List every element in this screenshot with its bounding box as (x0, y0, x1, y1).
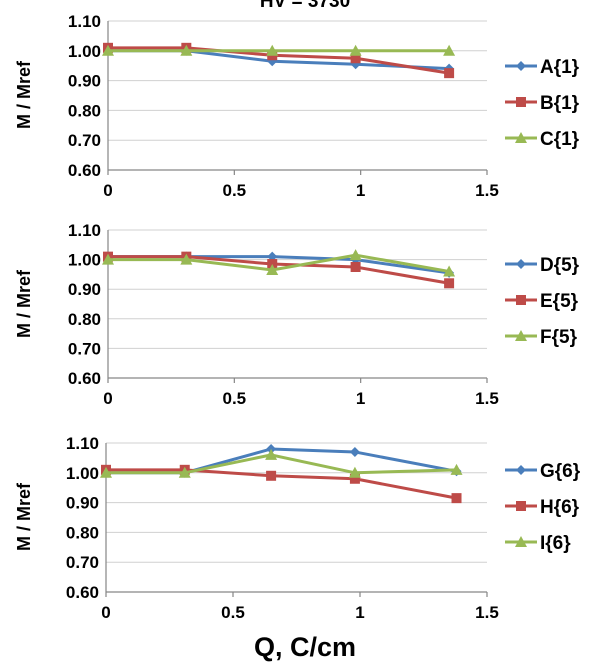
x-tick-label: 0.5 (221, 603, 245, 622)
legend-label: G{6} (540, 461, 581, 482)
legend-label: D{5} (540, 255, 580, 276)
y-tick-label: 0.70 (68, 131, 101, 150)
y-tick-label: 0.80 (68, 310, 101, 329)
x-tick-label: 0.5 (223, 389, 247, 408)
x-tick-label: 0 (101, 603, 110, 622)
y-tick-label: 1.00 (66, 464, 99, 483)
x-tick-label: 0.5 (223, 181, 247, 200)
data-point-H{6} (349, 473, 360, 484)
y-tick-label: 1.10 (68, 12, 101, 31)
data-point-I{6} (100, 466, 112, 478)
chart-panels: 0.60 0.70 0.80 0.90 1.00 1.10 0 0.5 1 1.5 M / Mref… (14, 12, 581, 622)
y-tick-label: 0.60 (66, 583, 99, 602)
data-point-F{5} (180, 253, 193, 265)
data-point-F{5} (266, 263, 279, 275)
y-tick-label: 1.10 (68, 221, 101, 240)
data-point-G{6} (349, 446, 360, 457)
y-axis-label: M / Mref (14, 269, 34, 338)
data-point-H{6} (451, 493, 462, 504)
chart-panel-1: 0.60 0.70 0.80 0.90 1.00 1.10 0 0.5 1 1.5 M / Mref… (14, 12, 580, 200)
y-tick-label: 0.90 (68, 72, 101, 91)
legend-label: E{5} (540, 291, 579, 312)
data-point-E{5} (350, 262, 361, 272)
data-point-B{1} (444, 68, 455, 79)
figure-title: HV = 3730 (260, 0, 350, 12)
data-point-F{5} (443, 265, 456, 277)
x-tick-label: 1.5 (475, 181, 499, 200)
x-tick-label: 1 (356, 389, 365, 408)
chart-panel-3: 0.60 0.70 0.80 0.90 1.00 1.10 0 0.5 1 1.5 M / Mref… (14, 434, 581, 622)
data-point-C{1} (102, 44, 114, 56)
legend-marker-A{1} (516, 61, 526, 71)
data-point-C{1} (266, 44, 279, 56)
chart-panel-2: 0.60 0.70 0.80 0.90 1.00 1.10 0 0.5 1 1.5 M / Mref… (14, 221, 580, 408)
y-tick-label: 0.70 (66, 553, 99, 572)
data-point-C{1} (180, 44, 193, 56)
x-tick-label: 1 (356, 181, 365, 200)
y-tick-label: 0.70 (68, 339, 101, 358)
legend-label: F{5} (540, 327, 578, 348)
data-point-I{6} (265, 448, 278, 460)
y-tick-label: 0.90 (68, 280, 101, 299)
legend-marker-B{1} (516, 97, 526, 107)
y-tick-label: 1.00 (68, 251, 101, 270)
data-point-F{5} (349, 249, 362, 261)
data-point-I{6} (450, 463, 463, 475)
x-tick-label: 1.5 (475, 389, 499, 408)
legend-marker-E{5} (516, 295, 526, 305)
data-point-B{1} (350, 53, 361, 64)
y-tick-label: 0.80 (66, 523, 99, 542)
data-point-C{1} (349, 44, 362, 56)
y-tick-label: 0.60 (68, 161, 101, 180)
y-axis-label: M / Mref (14, 60, 34, 129)
data-point-F{5} (102, 253, 114, 265)
legend-marker-F{5} (515, 330, 527, 341)
legend-label: C{1} (540, 129, 580, 150)
y-tick-label: 0.80 (68, 101, 101, 120)
data-point-H{6} (266, 470, 277, 481)
y-tick-label: 1.00 (68, 42, 101, 61)
y-tick-label: 0.60 (68, 369, 101, 388)
data-point-C{1} (443, 44, 456, 56)
x-tick-label: 0 (103, 389, 112, 408)
data-point-E{5} (444, 278, 455, 289)
legend-label: H{6} (540, 497, 580, 518)
legend-label: I{6} (540, 533, 571, 554)
data-point-I{6} (348, 466, 361, 478)
legend-marker-D{5} (516, 259, 526, 269)
y-tick-label: 0.90 (66, 494, 99, 513)
legend-marker-G{6} (516, 465, 526, 475)
legend-marker-H{6} (516, 501, 526, 511)
x-tick-label: 1 (355, 603, 364, 622)
x-tick-label: 0 (103, 181, 112, 200)
legend-label: B{1} (540, 93, 580, 114)
legend-marker-I{6} (515, 536, 527, 547)
x-axis-label: Q, C/cm (254, 632, 356, 662)
legend-marker-C{1} (515, 132, 527, 143)
legend-label: A{1} (540, 57, 580, 78)
x-tick-label: 1.5 (475, 603, 499, 622)
data-point-I{6} (178, 466, 191, 478)
y-axis-label: M / Mref (14, 482, 34, 551)
y-tick-label: 1.10 (66, 434, 99, 453)
